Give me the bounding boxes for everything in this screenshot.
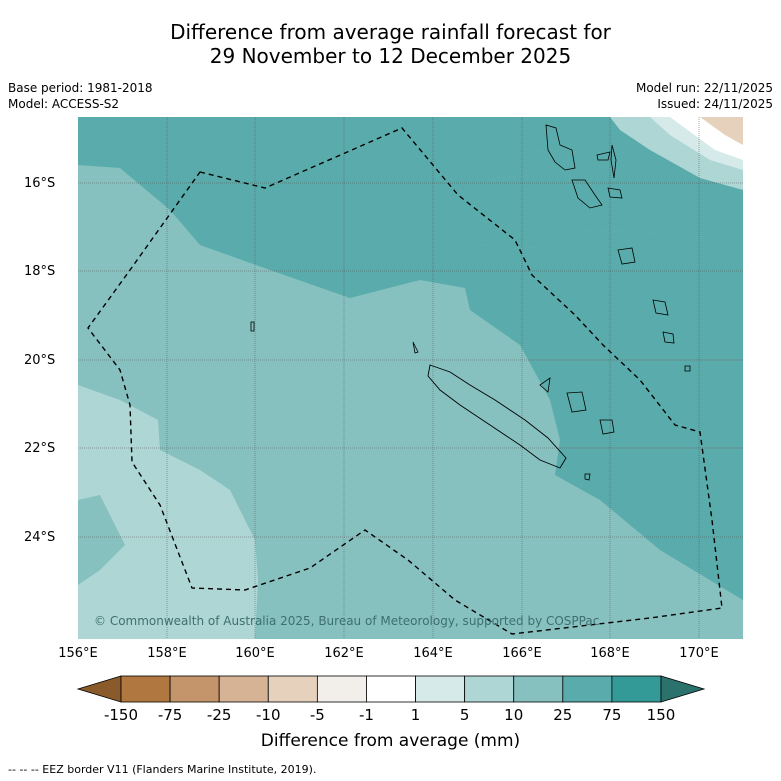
- colorbar-tick-label: 150: [646, 706, 676, 724]
- colorbar-bin: [562, 675, 613, 703]
- colorbar-tick-label: 25: [553, 706, 573, 724]
- chesterfield-islands: [250, 321, 255, 332]
- lon-label-164e: 164°E: [413, 646, 453, 661]
- espiritu-santo: [545, 124, 576, 171]
- zone-25-main: [78, 117, 743, 600]
- colorbar-bin: [366, 675, 416, 703]
- isle-of-pines: [584, 473, 591, 481]
- lon-label-158e: 158°E: [147, 646, 187, 661]
- meta-left: Base period: 1981-2018 Model: ACCESS-S2: [8, 80, 153, 112]
- colorbar-bin: [218, 675, 269, 703]
- zone-10-patch: [78, 495, 125, 585]
- ambrym-island: [607, 187, 623, 199]
- colorbar-tick-label: 1: [410, 706, 421, 724]
- lon-label-168e: 168°E: [590, 646, 630, 661]
- colorbar-bin: [415, 675, 466, 703]
- erromango-island: [652, 299, 669, 316]
- lon-label-156e: 156°E: [58, 646, 98, 661]
- pentecost-island: [610, 144, 617, 179]
- lon-label-160e: 160°E: [235, 646, 275, 661]
- lat-label-18s: 18°S: [24, 264, 56, 279]
- colorbar-title: Difference from average (mm): [260, 731, 521, 751]
- lon-label-166e: 166°E: [502, 646, 542, 661]
- lon-label-170e: 170°E: [679, 646, 719, 661]
- lon-label-162e: 162°E: [324, 646, 364, 661]
- new-caledonia-island: [427, 364, 567, 469]
- loyalty-island-3: [599, 419, 615, 435]
- issued-date: Issued: 24/11/2025: [657, 97, 773, 111]
- colorbar-bin: [316, 675, 367, 703]
- colorbar-tick-label: -10: [256, 706, 281, 724]
- base-period: Base period: 1981-2018: [8, 81, 153, 95]
- model-run: Model run: 22/11/2025: [635, 81, 773, 95]
- zone-top-right-4: [700, 117, 743, 145]
- malekula-island: [571, 179, 603, 209]
- gridlines: [78, 117, 743, 639]
- zone-25-top: [78, 117, 743, 248]
- lat-label-24s: 24°S: [24, 530, 56, 545]
- colorbar-bin: [267, 675, 318, 703]
- colorbar-tick-label: 5: [459, 706, 470, 724]
- colorbar-tick-label: 10: [504, 706, 524, 724]
- colorbar-tick-label: -1: [358, 706, 374, 724]
- map-title: Difference from average rainfall forecas…: [0, 20, 781, 68]
- colorbar-extend-high: [660, 675, 706, 703]
- lat-label-20s: 20°S: [24, 353, 56, 368]
- colorbar-bin: [169, 675, 220, 703]
- efate-island: [617, 247, 636, 265]
- loyalty-island-2: [566, 391, 587, 413]
- lat-label-16s: 16°S: [24, 176, 56, 191]
- colorbar-bin: [120, 675, 171, 703]
- title-line-2: 29 November to 12 December 2025: [209, 44, 572, 68]
- colorbar-tick-label: -5: [309, 706, 325, 724]
- lat-label-22s: 22°S: [24, 441, 56, 456]
- map-area: [78, 117, 743, 639]
- eez-border: [87, 127, 723, 635]
- tanna-island: [662, 331, 675, 344]
- colorbar-bin: [611, 675, 662, 703]
- eez-legend-footer: -- -- -- EEZ border V11 (Flanders Marine…: [8, 763, 317, 776]
- title-line-1: Difference from average rainfall forecas…: [170, 20, 611, 44]
- loyalty-island-1: [539, 377, 551, 393]
- meta-right: Model run: 22/11/2025 Issued: 24/11/2025: [636, 80, 773, 112]
- zone-5-10-lowerleft: [78, 385, 258, 639]
- colorbar-tick-label: 75: [602, 706, 622, 724]
- copyright-notice: © Commonwealth of Australia 2025, Bureau…: [94, 614, 600, 628]
- colorbar-tick-label: -75: [157, 706, 183, 724]
- colorbar: [76, 675, 706, 703]
- colorbar-bin: [464, 675, 515, 703]
- maewo-island: [596, 151, 611, 161]
- aneityum-island: [684, 365, 691, 372]
- colorbar-extend-low: [76, 675, 122, 703]
- colorbar-tick-label: -150: [103, 706, 139, 724]
- model-name: Model: ACCESS-S2: [8, 97, 120, 111]
- belep-islands: [412, 341, 419, 354]
- colorbar-tick-label: -25: [206, 706, 232, 724]
- colorbar-bin: [513, 675, 564, 703]
